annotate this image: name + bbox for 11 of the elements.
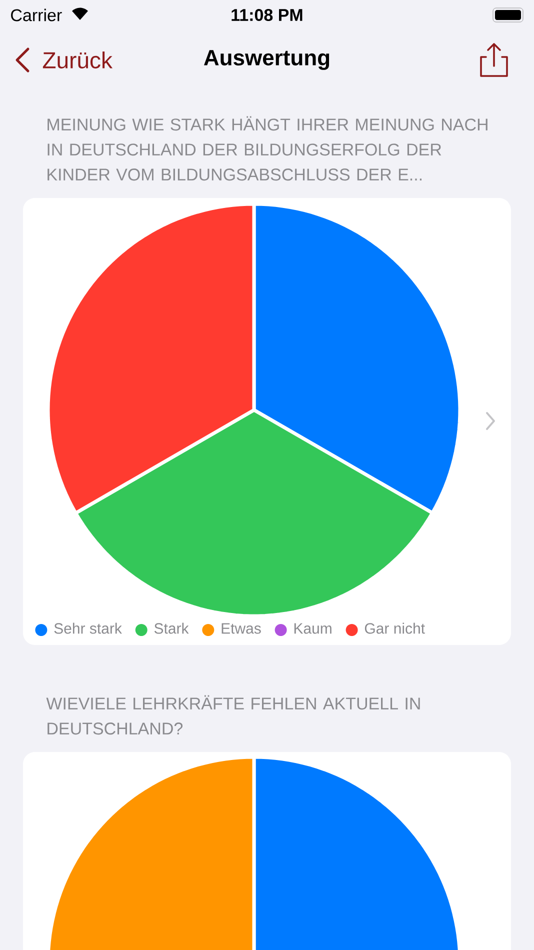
legend-label: Sehr stark xyxy=(54,622,122,634)
text: 11:08 PM xyxy=(232,8,302,22)
chart-title: MEINUNG WIE STARK HÄNGT IHRER MEINUNG NACH IN DEUTSCHLAND DER BILDUNGSERFOLG DER KINDER VOM BILDUNGSABSCHLUSS DER E... xyxy=(48,116,488,181)
chart-title: WIEVIELE LEHRKRÄFTE FEHLEN AKTUELL IN DEUTSCHLAND? xyxy=(46,695,420,735)
legend-label: Kaum xyxy=(294,623,332,634)
text: Carrier xyxy=(11,8,62,22)
text: Auswertung xyxy=(204,50,330,70)
legend-label: Etwas xyxy=(222,623,261,634)
text: Zurück xyxy=(42,52,113,68)
legend-label: Stark xyxy=(154,622,189,634)
legend-label: Gar nicht xyxy=(364,622,425,634)
